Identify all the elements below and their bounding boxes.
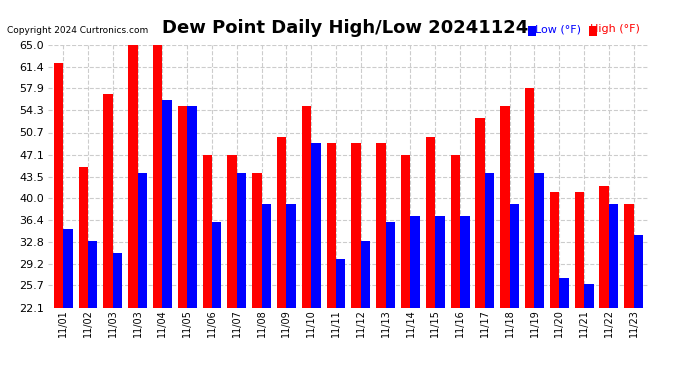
Bar [550,192,560,375]
Bar [104,94,112,375]
Bar [137,174,147,375]
Bar [212,222,221,375]
Text: Copyright 2024 Curtronics.com: Copyright 2024 Curtronics.com [7,26,148,35]
Bar [351,143,361,375]
Bar [485,174,494,375]
Bar [326,143,336,375]
Bar [63,229,72,375]
Bar [411,216,420,375]
Bar [361,241,371,375]
Bar [435,216,444,375]
Bar [500,106,510,375]
Bar [525,88,535,375]
Bar [128,45,137,375]
Bar [336,259,346,375]
Bar [401,155,411,375]
Bar [311,143,321,375]
Bar [426,137,435,375]
Bar [228,155,237,375]
Bar [451,155,460,375]
Bar [475,118,485,375]
Bar [88,241,97,375]
Bar [286,204,296,375]
Bar [237,174,246,375]
Bar [584,284,593,375]
Bar [162,100,172,375]
Bar [112,253,122,375]
Bar [262,204,271,375]
Bar [609,204,618,375]
Bar [203,155,212,375]
Bar [253,174,262,375]
Bar [460,216,469,375]
Bar [560,278,569,375]
Bar [624,204,633,375]
Text: High (°F): High (°F) [590,24,640,34]
Bar [153,45,162,375]
Bar [600,186,609,375]
Bar [386,222,395,375]
Bar [376,143,386,375]
Bar [187,106,197,375]
Bar [575,192,584,375]
Bar [633,235,643,375]
Bar [178,106,187,375]
Bar [535,174,544,375]
Text: Low (°F): Low (°F) [535,24,581,34]
Bar [277,137,286,375]
Text: Dew Point Daily High/Low 20241124: Dew Point Daily High/Low 20241124 [162,19,528,37]
Bar [302,106,311,375]
Bar [510,204,519,375]
Bar [79,167,88,375]
Bar [54,63,63,375]
